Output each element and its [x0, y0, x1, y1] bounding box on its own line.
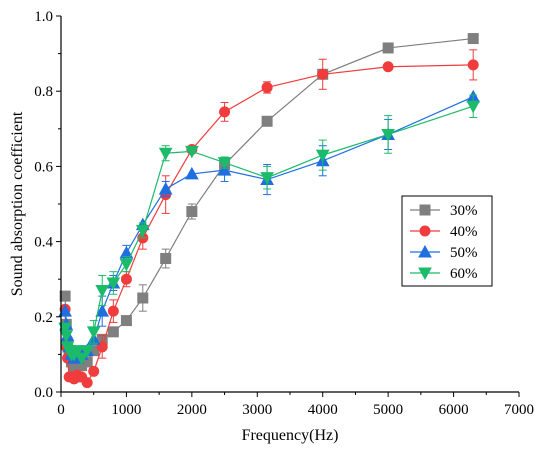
data-point: [382, 42, 394, 54]
legend-marker: [419, 225, 431, 237]
data-point: [186, 206, 198, 218]
legend: 30% 40% 50% 60%: [401, 195, 493, 287]
data-point: [185, 166, 199, 180]
data-point: [58, 304, 72, 317]
data-point: [95, 284, 110, 298]
data-point: [381, 128, 395, 142]
data-point: [217, 157, 232, 170]
data-point: [59, 290, 71, 302]
data-point: [185, 145, 199, 159]
data-point: [315, 149, 330, 163]
x-tick-label: 6000: [439, 402, 469, 418]
data-point: [81, 377, 93, 389]
x-tick-label: 1000: [111, 402, 141, 418]
legend-label: 30%: [450, 203, 478, 219]
data-point: [382, 61, 394, 73]
x-tick-label: 0: [57, 402, 65, 418]
y-tick-label: 0.8: [34, 84, 53, 100]
data-point: [158, 181, 173, 195]
data-point: [74, 352, 89, 366]
y-tick-label: 0.0: [34, 385, 53, 401]
x-tick-label: 3000: [242, 402, 272, 418]
data-point: [70, 345, 85, 358]
data-point: [137, 292, 149, 304]
data-point: [260, 172, 274, 185]
y-tick-label: 0.4: [34, 235, 53, 251]
legend-marker: [419, 204, 431, 216]
data-point: [158, 147, 173, 161]
legend-marker: [418, 267, 432, 281]
y-axis-title: Sound absorption coefficient: [9, 111, 26, 296]
axes: 0 1000 2000 3000 4000 5000 6000 7000 0.0 0.2 0.4 0.…: [34, 9, 534, 418]
x-tick-label: 5000: [373, 402, 403, 418]
legend-label: 60%: [450, 266, 478, 282]
data-point: [59, 330, 74, 343]
y-tick-label: 0.2: [34, 310, 53, 326]
data-point: [466, 100, 481, 114]
legend-marker: [418, 244, 432, 258]
data-point: [119, 258, 134, 272]
data-point: [261, 81, 273, 93]
y-tick-label: 0.6: [34, 159, 53, 175]
legend-box: [401, 195, 493, 287]
data-point: [107, 326, 119, 338]
legend-label: 40%: [450, 224, 478, 240]
data-point: [317, 68, 329, 80]
series-layer: [58, 33, 481, 389]
data-point: [135, 224, 150, 238]
x-tick-label: 7000: [504, 402, 534, 418]
data-point: [58, 322, 72, 336]
data-point: [80, 345, 95, 358]
data-point: [219, 106, 231, 118]
data-point: [107, 305, 119, 317]
x-tick-label: 4000: [308, 402, 338, 418]
y-tick-label: 1.0: [34, 9, 53, 25]
x-tick-label: 2000: [177, 402, 207, 418]
data-point: [86, 326, 101, 339]
series-60pct: [58, 94, 481, 366]
data-point: [160, 253, 172, 265]
data-point: [88, 365, 100, 377]
legend-label: 50%: [450, 245, 478, 261]
data-point: [120, 273, 132, 285]
data-point: [467, 59, 479, 71]
data-point: [467, 33, 479, 45]
data-point: [95, 304, 110, 317]
x-axis-title: Frequency(Hz): [242, 427, 339, 444]
data-point: [120, 315, 132, 327]
data-point: [106, 277, 121, 291]
data-point: [261, 115, 273, 127]
